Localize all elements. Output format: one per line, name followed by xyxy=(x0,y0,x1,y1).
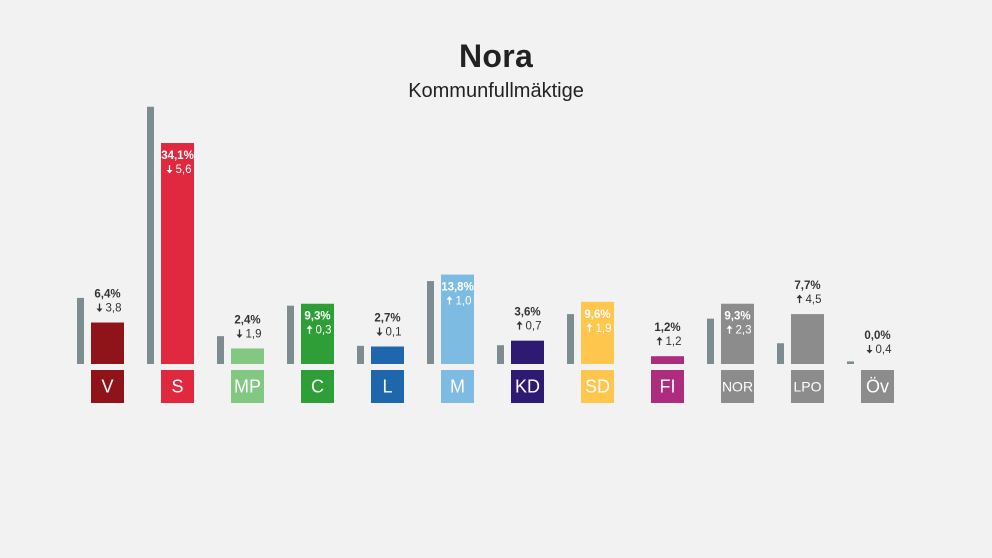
prev-bar-nor xyxy=(707,318,714,364)
bar-c xyxy=(301,303,334,364)
party-label-sd: SD xyxy=(585,377,610,397)
party-label-v: Öv xyxy=(866,377,889,397)
value-label-kd: 3,6% xyxy=(514,307,540,319)
change-label-sd: 1,9 xyxy=(596,323,612,335)
bar-fi xyxy=(651,356,684,364)
change-label-v: 3,8 xyxy=(106,303,122,315)
value-label-nor: 9,3% xyxy=(724,311,750,323)
party-box-s xyxy=(161,370,194,403)
bar-v xyxy=(91,322,124,364)
party-box-v xyxy=(91,370,124,403)
prev-bar-l xyxy=(357,345,364,364)
party-label-fi: FI xyxy=(660,377,676,397)
party-box-fi xyxy=(651,370,684,403)
party-label-l: L xyxy=(382,377,392,397)
bar-sd xyxy=(581,301,614,364)
change-arrow-icon xyxy=(446,296,453,305)
value-label-l: 2,7% xyxy=(374,313,400,325)
bar-nor xyxy=(721,303,754,364)
bar-kd xyxy=(511,340,544,364)
change-arrow-icon xyxy=(306,325,313,334)
party-box-c xyxy=(301,370,334,403)
party-box-kd xyxy=(511,370,544,403)
value-label-s: 34,1% xyxy=(161,150,194,162)
change-arrow-icon xyxy=(236,329,243,338)
party-box-sd xyxy=(581,370,614,403)
change-label-nor: 2,3 xyxy=(736,325,752,337)
bar-mp xyxy=(231,348,264,364)
prev-bar-m xyxy=(427,281,434,364)
value-label-m: 13,8% xyxy=(441,282,474,294)
change-arrow-icon xyxy=(166,165,173,174)
party-label-kd: KD xyxy=(515,377,540,397)
party-label-c: C xyxy=(311,377,324,397)
change-arrow-icon xyxy=(516,321,523,330)
change-arrow-icon xyxy=(796,294,803,304)
change-label-s: 5,6 xyxy=(176,164,192,176)
change-label-v: 0,4 xyxy=(876,344,893,356)
prev-bar-v xyxy=(77,297,84,364)
bar-m xyxy=(441,274,474,364)
change-arrow-icon xyxy=(96,303,103,313)
chart-title: Nora xyxy=(458,38,534,74)
value-label-sd: 9,6% xyxy=(584,309,610,321)
prev-bar-kd xyxy=(497,345,504,364)
party-label-mp: MP xyxy=(234,377,261,397)
change-label-fi: 1,2 xyxy=(666,336,682,348)
bar-s xyxy=(161,143,194,364)
change-arrow-icon xyxy=(866,345,873,354)
prev-bar-s xyxy=(147,106,154,364)
value-label-mp: 2,4% xyxy=(234,314,260,326)
change-arrow-icon xyxy=(376,327,383,337)
party-box-mp xyxy=(231,370,264,403)
party-box-m xyxy=(441,370,474,403)
party-label-m: M xyxy=(450,377,465,397)
value-label-c: 9,3% xyxy=(304,311,330,323)
bar-l xyxy=(371,346,404,364)
value-label-v: 6,4% xyxy=(94,289,120,301)
change-label-kd: 0,7 xyxy=(526,321,542,333)
prev-bar-c xyxy=(287,305,294,364)
change-arrow-icon xyxy=(656,336,663,346)
change-label-c: 0,3 xyxy=(316,325,332,337)
bar-lpo xyxy=(791,314,824,364)
prev-bar-sd xyxy=(567,314,574,364)
change-label-m: 1,0 xyxy=(456,296,472,308)
prev-bar-lpo xyxy=(777,343,784,364)
party-label-nor: NOR xyxy=(722,379,753,395)
party-label-v: V xyxy=(101,377,113,397)
change-label-l: 0,1 xyxy=(386,327,402,339)
prev-bar-v xyxy=(847,361,854,364)
party-box-nor xyxy=(721,370,754,403)
chart-subtitle: Kommunfullmäktige xyxy=(408,80,584,102)
change-arrow-icon xyxy=(726,325,733,334)
party-label-lpo: LPO xyxy=(793,379,821,395)
change-label-lpo: 4,5 xyxy=(806,294,822,306)
party-box-lpo xyxy=(791,370,824,403)
party-label-s: S xyxy=(171,377,183,397)
party-box-l xyxy=(371,370,404,403)
change-arrow-icon xyxy=(586,323,593,332)
prev-bar-mp xyxy=(217,336,224,364)
change-label-mp: 1,9 xyxy=(246,328,262,340)
party-box-v xyxy=(861,370,894,403)
value-label-fi: 1,2% xyxy=(654,322,680,334)
value-label-lpo: 7,7% xyxy=(794,280,820,292)
value-label-v: 0,0% xyxy=(864,330,890,342)
